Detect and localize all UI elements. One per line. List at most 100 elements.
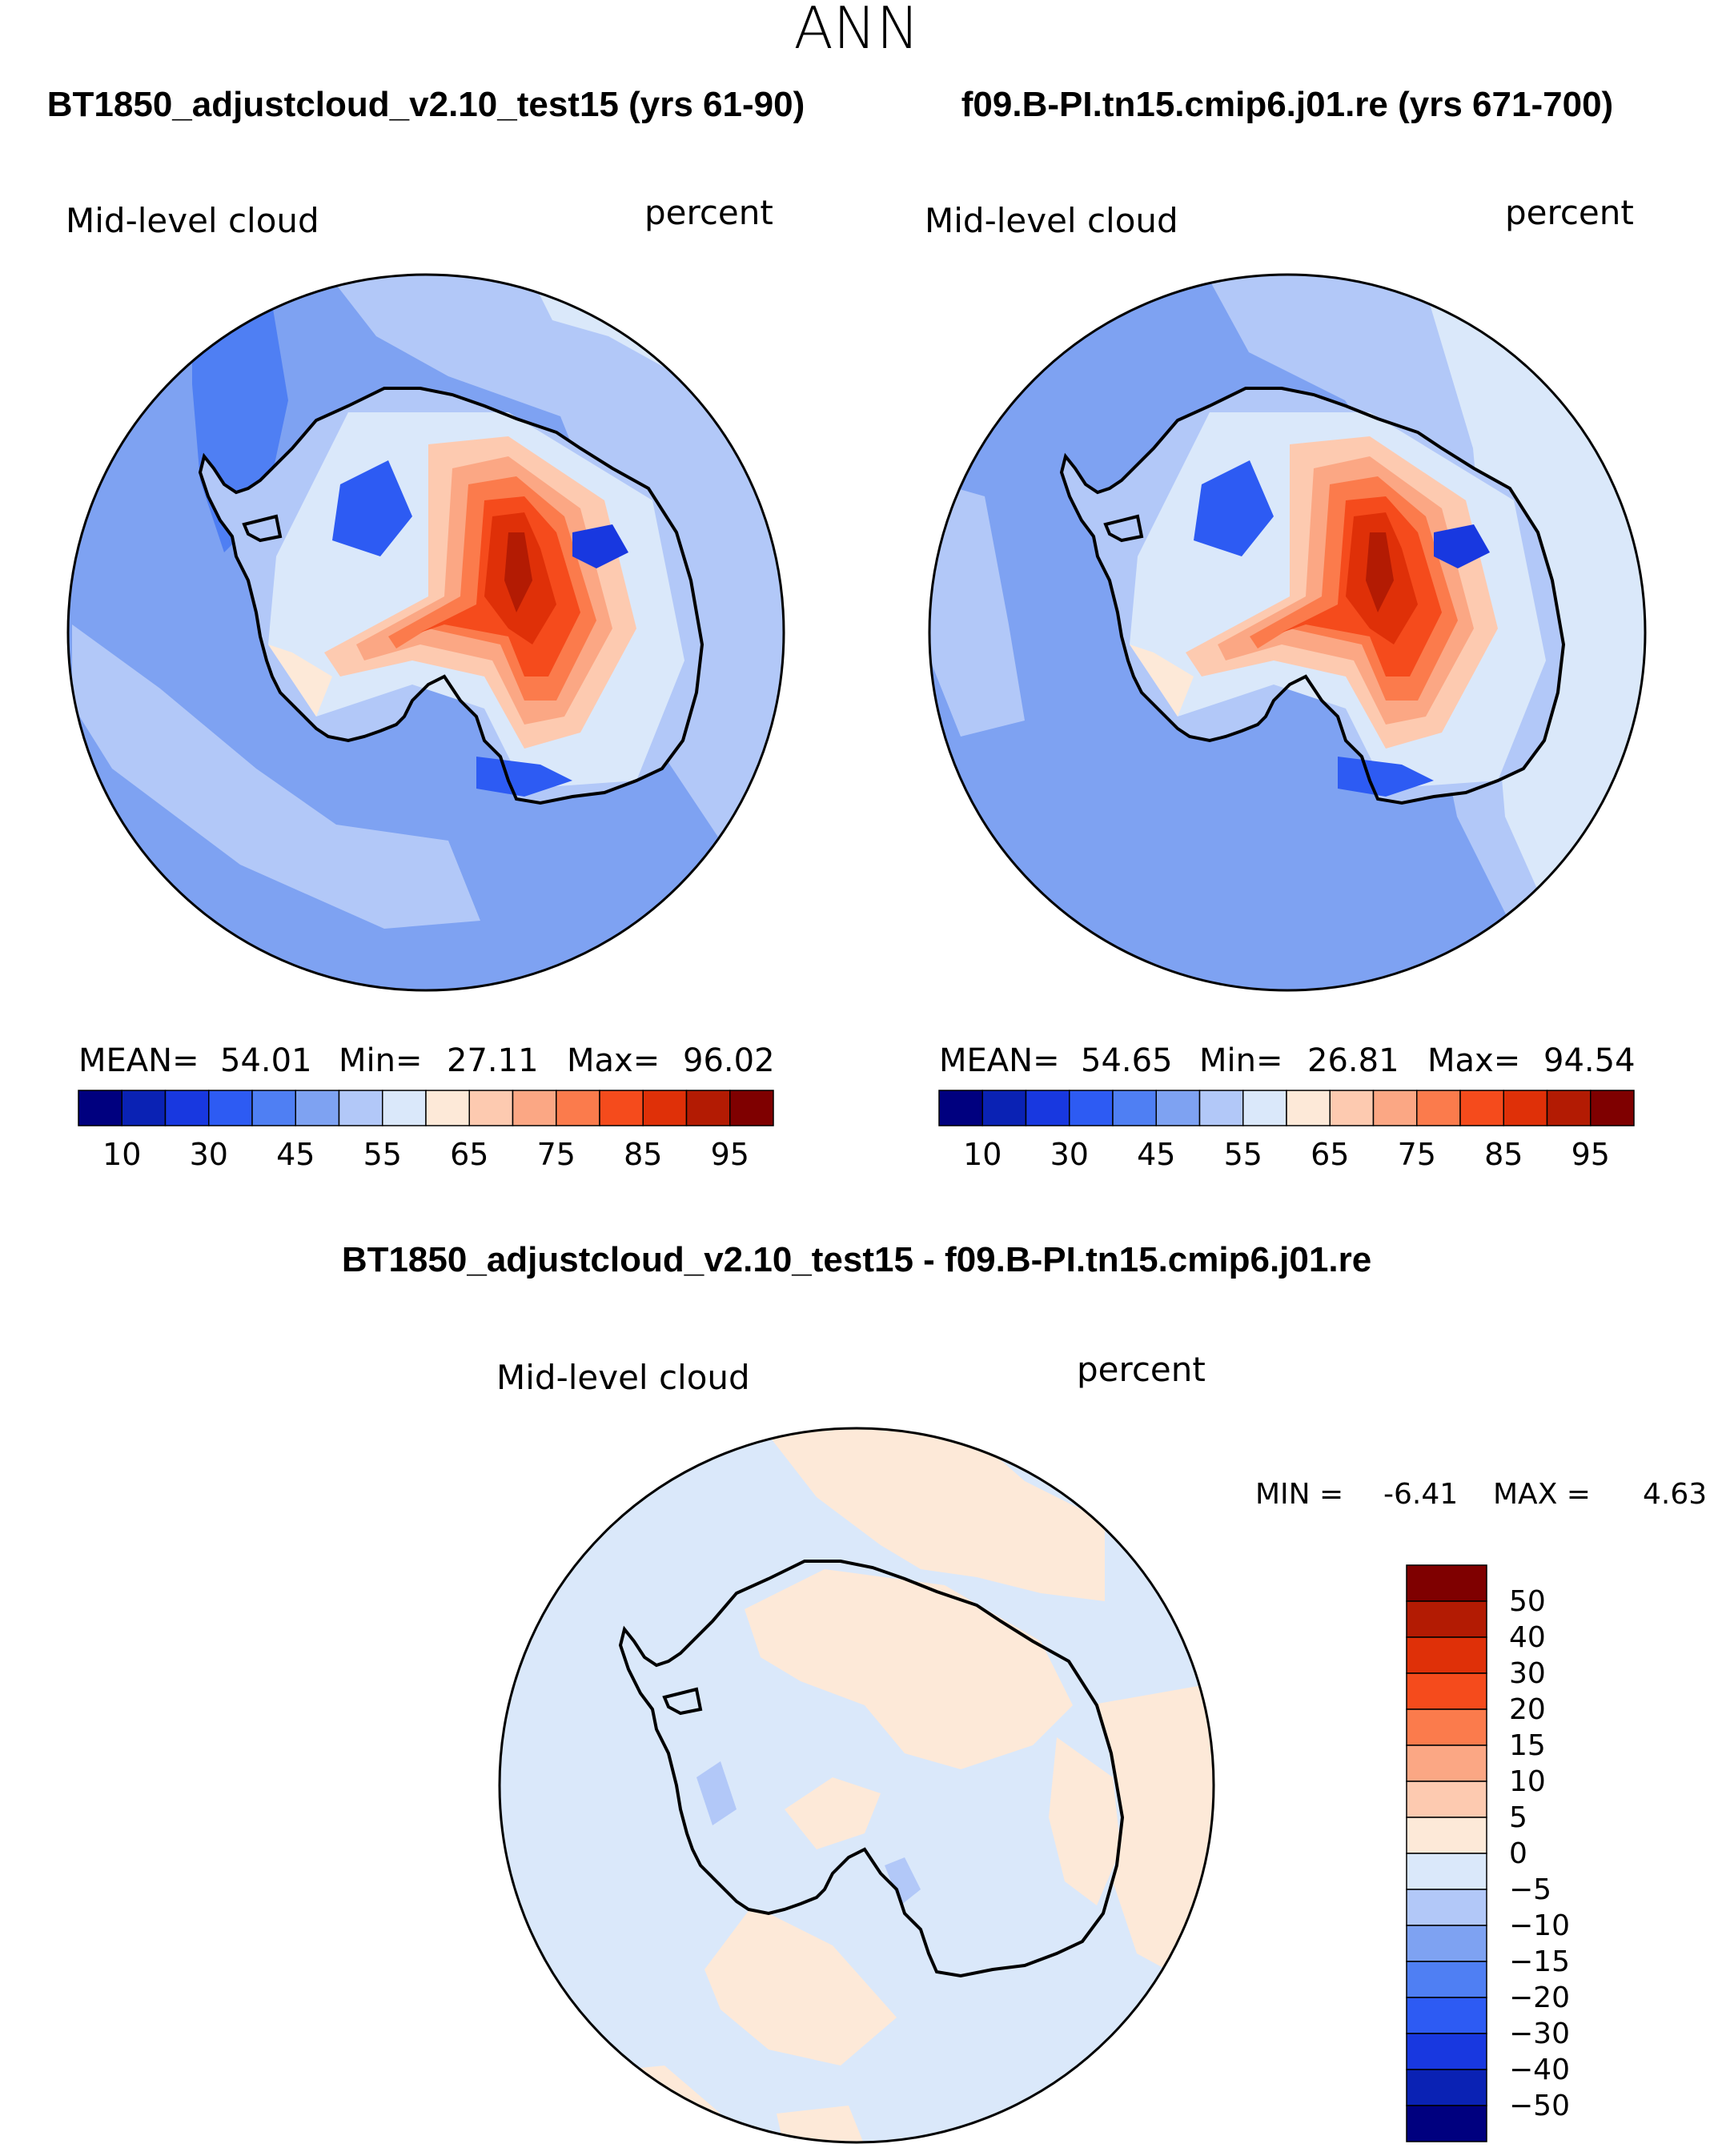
colorbar-swatch [1406,2033,1487,2070]
colorbar-label: 75 [537,1137,576,1172]
colorbar-swatch [1406,2069,1487,2106]
colorbar-swatch [1025,1090,1070,1126]
colorbar-swatch [1546,1090,1592,1126]
max-value: 96.02 [683,1042,775,1079]
left-polar-map [66,273,785,992]
colorbar-swatch [1286,1090,1331,1126]
colorbar-label: −15 [1509,1945,1570,1978]
main-title: ANN [794,0,920,62]
mean-value: 54.01 [220,1042,312,1079]
colorbar-swatch [1372,1090,1418,1126]
mean-label: MEAN= [939,1042,1060,1079]
colorbar-swatch [382,1090,427,1126]
colorbar-swatch [938,1090,983,1126]
colorbar-swatch [1406,1817,1487,1854]
colorbar-label: 10 [1509,1765,1546,1798]
mean-label: MEAN= [78,1042,199,1079]
colorbar-swatch [1406,1708,1487,1746]
mean-value: 54.65 [1081,1042,1173,1079]
colorbar-label: 75 [1398,1137,1436,1172]
left-case-title: BT1850_adjustcloud_v2.10_test15 (yrs 61-… [47,85,805,124]
map-boundary [928,273,1647,992]
colorbar-swatch [1242,1090,1287,1126]
colorbar-label: 45 [1137,1137,1175,1172]
min-value: 27.11 [447,1042,539,1079]
colorbar-label: 55 [1224,1137,1262,1172]
colorbar-label: 10 [102,1137,141,1172]
colorbar-swatch [1406,1853,1487,1890]
left-units-label: percent [644,193,773,232]
right-variable-label: Mid-level cloud [925,201,1178,240]
colorbar-swatch [468,1090,514,1126]
colorbar-label: 40 [1509,1621,1546,1654]
colorbar-swatch [1406,1925,1487,1962]
colorbar-label: 85 [624,1137,662,1172]
colorbar-swatch [642,1090,688,1126]
colorbar-label: 45 [276,1137,315,1172]
colorbar-swatch [1406,1564,1487,1602]
colorbar-swatch [295,1090,340,1126]
colorbar-label: 65 [1311,1137,1349,1172]
colorbar-swatch [1198,1090,1244,1126]
colorbar-swatch [1155,1090,1201,1126]
colorbar-label: −20 [1509,1981,1570,2014]
colorbar-label: 30 [190,1137,228,1172]
colorbar-swatch [1329,1090,1375,1126]
max-label: Max= [567,1042,660,1079]
min-value: 26.81 [1307,1042,1399,1079]
colorbar-swatch [425,1090,470,1126]
colorbar-swatch [1503,1090,1548,1126]
colorbar-swatch [208,1090,253,1126]
colorbar-swatch [1406,1744,1487,1782]
colorbar-swatch [1406,1889,1487,1926]
colorbar-label: 10 [963,1137,1002,1172]
colorbar-swatch [1069,1090,1114,1126]
colorbar-swatch [685,1090,731,1126]
ocean-light-lower [72,624,480,929]
colorbar-swatch [1406,2105,1487,2142]
colorbar-label: 85 [1484,1137,1523,1172]
left-stats: MEAN= 54.01 Min= 27.11 Max= 96.02 [78,1042,775,1079]
colorbar-swatch [1406,1636,1487,1674]
colorbar-label: −30 [1509,2017,1570,2050]
diff-minmax: MIN = -6.41 MAX = 4.63 [1255,1478,1707,1511]
colorbar-label: 20 [1509,1693,1546,1726]
colorbar-swatch [251,1090,296,1126]
min-label: Min= [339,1042,423,1079]
colorbar-swatch [729,1090,774,1126]
colorbar-swatch [1459,1090,1504,1126]
colorbar-label: 30 [1050,1137,1089,1172]
colorbar-label: 0 [1509,1837,1527,1870]
colorbar-swatch [1406,1781,1487,1818]
colorbar-label: 15 [1509,1729,1546,1762]
right-case-title: f09.B-PI.tn15.cmip6.j01.re (yrs 671-700) [961,85,1613,124]
colorbar-swatch [1416,1090,1461,1126]
colorbar-label: −50 [1509,2090,1570,2122]
colorbar-label: 95 [711,1137,749,1172]
diff-title: BT1850_adjustcloud_v2.10_test15 - f09.B-… [342,1240,1371,1279]
colorbar-label: −40 [1509,2054,1570,2086]
colorbar-swatch [1406,1997,1487,2034]
colorbar-swatch [164,1090,210,1126]
map-boundary [498,1427,1215,2144]
colorbar-swatch [981,1090,1027,1126]
antarctica-field [1060,387,1565,805]
diff-variable-label: Mid-level cloud [496,1358,750,1397]
colorbar-swatch [512,1090,557,1126]
colorbar-label: 5 [1509,1801,1527,1834]
colorbar-swatch [1406,1672,1487,1710]
colorbar-label: −10 [1509,1909,1570,1942]
right-units-label: percent [1505,193,1634,232]
colorbar-swatch [338,1090,383,1126]
antarctica-field [199,387,704,805]
left-colorbar: 10 30 45 55 65 75 85 95 [78,1090,774,1172]
min-label: Min= [1199,1042,1283,1079]
min-label: MIN = [1255,1478,1343,1511]
map-boundary [66,273,785,992]
diff-peach-northeast [761,1428,1105,1601]
colorbar-label: 55 [363,1137,402,1172]
colorbar-swatch [599,1090,644,1126]
antarctica-diff-field [619,1560,1124,1977]
